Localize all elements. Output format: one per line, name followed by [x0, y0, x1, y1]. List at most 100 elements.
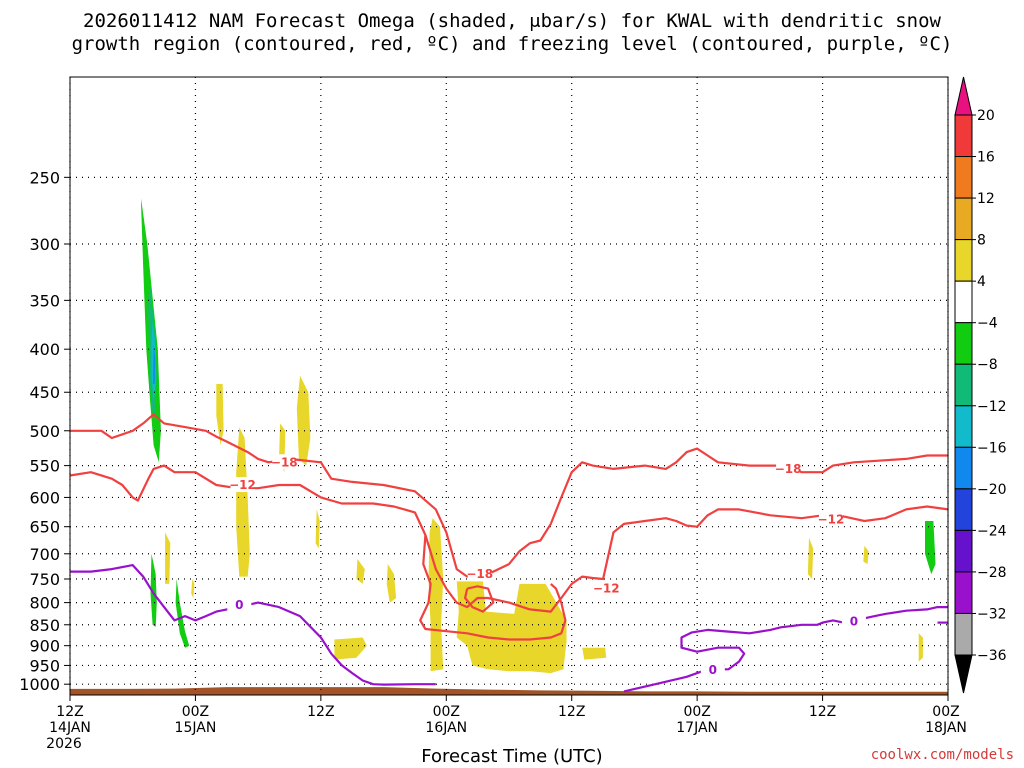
omega-region-16 — [334, 637, 367, 660]
y-tick-label: 550 — [29, 457, 60, 476]
x-tick-label: 16JAN — [425, 720, 467, 736]
x-tick-label: 15JAN — [175, 720, 217, 736]
dgz-contour-label: −12 — [818, 512, 845, 526]
colorbar-tick-label: 12 — [977, 191, 995, 207]
colorbar-tick-label: −8 — [977, 357, 998, 373]
credit-text: coolwx.com/models — [870, 747, 1014, 763]
omega-region-22 — [918, 633, 923, 662]
colorbar-tick-label: 8 — [977, 233, 986, 249]
x-tick-label: 17JAN — [676, 720, 718, 736]
colorbar-bin — [954, 446, 973, 490]
y-tick-label: 400 — [29, 340, 60, 359]
y-tick-label: 350 — [29, 291, 60, 310]
y-tick-label: 750 — [29, 570, 60, 589]
colorbar-tick-label: −28 — [977, 565, 1007, 581]
y-tick-label: 800 — [29, 594, 60, 613]
y-tick-label: 500 — [29, 422, 60, 441]
colorbar-top-arrow — [954, 76, 973, 116]
x-tick-label: 00Z — [932, 704, 959, 720]
dgz-label-bg — [776, 460, 801, 476]
dgz-label-bg — [467, 566, 492, 582]
colorbar-bottom-arrow — [954, 654, 973, 694]
omega-region-11 — [315, 509, 320, 549]
x-tick-label: 12Z — [307, 704, 334, 720]
omega-region-3 — [153, 344, 156, 384]
dgz-contour-2 — [419, 534, 567, 641]
omega-region-12 — [165, 532, 171, 584]
omega-shading — [141, 198, 936, 674]
colorbar-bin — [954, 197, 973, 241]
colorbar: 20 16 12 8 4 −4 −8 −12 −16 −20 −24 −28 −32 −36 — [954, 76, 1007, 694]
x-tick-label: 00Z — [182, 704, 209, 720]
colorbar-bin — [954, 280, 973, 324]
x-tick-label: 00Z — [433, 704, 460, 720]
dgz-contour-label: −12 — [593, 582, 620, 596]
x-tick-label: 14JAN — [49, 720, 91, 736]
dgz-label-bg — [230, 477, 255, 493]
colorbar-tick-label: −32 — [977, 606, 1007, 622]
surface-ground — [70, 687, 948, 695]
y-tick-label: 600 — [29, 488, 60, 507]
dgz-contour-label: −18 — [775, 462, 802, 476]
omega-region-17 — [428, 518, 444, 672]
colorbar-bin — [954, 156, 973, 199]
x-tick-label: 12Z — [56, 704, 83, 720]
colorbar-bin — [954, 488, 973, 531]
chart-title-line2: growth region (contoured, red, ºC) and f… — [71, 33, 953, 55]
colorbar-tick-label: −16 — [977, 440, 1007, 456]
dgz-contour-3 — [464, 585, 495, 613]
omega-region-6 — [925, 521, 936, 575]
x-tick-label: 12Z — [809, 704, 836, 720]
y-axis: 250 300 350 400 450 500 550 600 650 700 750 800 850 9… — [19, 168, 70, 694]
omega-region-15 — [386, 564, 397, 603]
omega-region-14 — [356, 559, 365, 584]
freezing-contour-label: 0 — [850, 615, 858, 629]
colorbar-tick-label: 20 — [977, 108, 995, 124]
omega-region-7 — [216, 384, 224, 446]
dgz-contour-1 — [69, 464, 949, 613]
colorbar-bin — [954, 322, 973, 365]
colorbar-tick-label: −20 — [977, 482, 1007, 498]
freezing-contour-label: 0 — [709, 663, 717, 677]
colorbar-bin — [954, 239, 973, 282]
x-tick-label: 2026 — [46, 736, 82, 752]
omega-region-5 — [175, 579, 190, 648]
omega-region-19 — [582, 647, 607, 660]
dgz-contour-label: −18 — [271, 455, 298, 469]
freezing-label-bg — [227, 596, 252, 612]
x-tick-label: 12Z — [558, 704, 585, 720]
x-tick-label: 00Z — [683, 704, 710, 720]
colorbar-tick-label: −36 — [977, 648, 1007, 664]
chart-title-line1: 2026011412 NAM Forecast Omega (shaded, μ… — [83, 10, 941, 32]
freezing-label-bg — [700, 662, 725, 678]
y-tick-label: 450 — [29, 383, 60, 402]
colorbar-tick-label: −4 — [977, 316, 998, 332]
dgz-label-bg — [818, 511, 843, 527]
colorbar-tick-label: 4 — [977, 274, 986, 290]
colorbar-bin — [954, 529, 973, 573]
y-tick-label: 900 — [29, 637, 60, 656]
y-tick-label: 1000 — [19, 675, 60, 694]
omega-region-13 — [191, 579, 195, 598]
plot-frame — [69, 76, 949, 696]
freezing-contour-1 — [623, 605, 948, 693]
freezing-contour-label: 0 — [235, 598, 243, 612]
omega-region-8 — [236, 427, 250, 577]
omega-region-21 — [863, 545, 869, 565]
y-tick-label: 700 — [29, 545, 60, 564]
dgz-label-bg — [594, 580, 619, 596]
dgz-label-bg — [272, 454, 297, 470]
colorbar-bin — [954, 612, 973, 656]
omega-region-20 — [807, 537, 814, 579]
colorbar-tick-label: −12 — [977, 399, 1007, 415]
dgz-contour-0 — [70, 413, 948, 578]
dgz-contour-label: −18 — [466, 567, 493, 581]
x-axis-label: Forecast Time (UTC) — [421, 746, 603, 767]
colorbar-tick-label: −24 — [977, 523, 1007, 539]
omega-region-9 — [296, 375, 311, 466]
y-tick-label: 250 — [29, 168, 60, 187]
contour-labels: −18 −18 −18 −12 −12 −12 0 0 0 — [227, 454, 866, 678]
y-tick-label: 850 — [29, 616, 60, 635]
